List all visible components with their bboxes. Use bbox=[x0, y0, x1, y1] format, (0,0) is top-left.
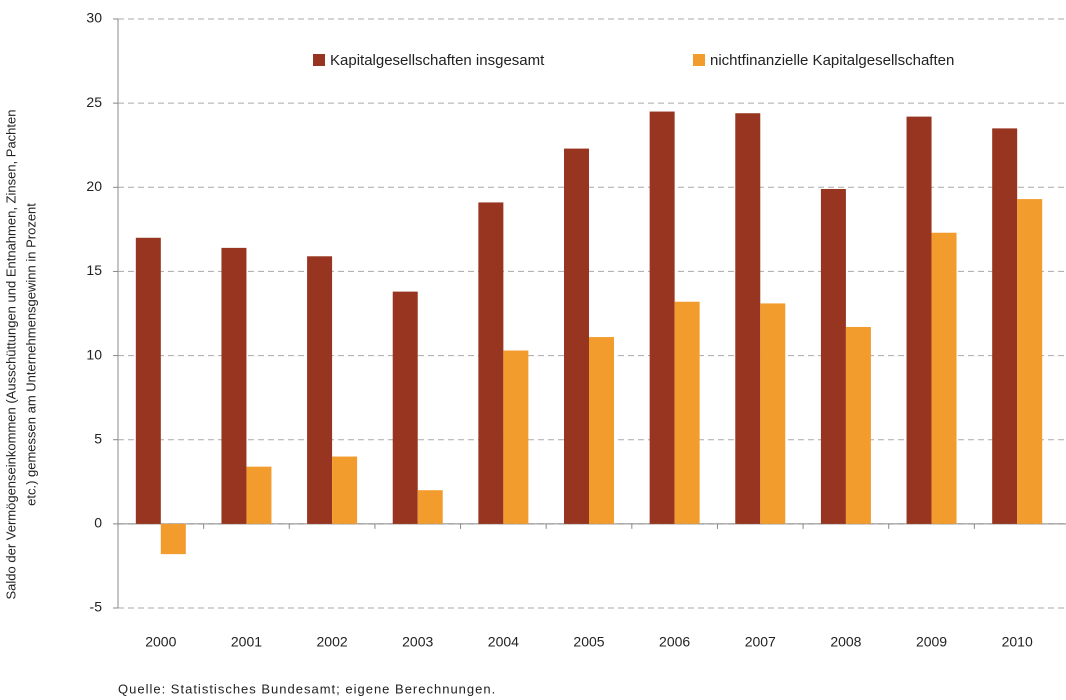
bar bbox=[392, 291, 418, 524]
y-tick-label: 25 bbox=[86, 94, 102, 110]
bar bbox=[992, 128, 1018, 524]
y-axis-title: Saldo der Vermögenseinkommen (Ausschüttu… bbox=[3, 110, 18, 600]
bar bbox=[1017, 199, 1043, 524]
x-tick-label: 2002 bbox=[317, 634, 348, 650]
y-tick-label: 30 bbox=[86, 10, 102, 26]
bar bbox=[135, 237, 161, 524]
bar bbox=[820, 188, 846, 524]
bar bbox=[931, 232, 957, 524]
bar bbox=[649, 111, 675, 524]
bar bbox=[221, 247, 247, 524]
x-tick-label: 2000 bbox=[145, 634, 176, 650]
x-tick-label: 2003 bbox=[402, 634, 433, 650]
bar bbox=[246, 466, 272, 524]
bar bbox=[478, 202, 504, 524]
bar bbox=[307, 256, 333, 524]
x-tick-label: 2004 bbox=[488, 634, 519, 650]
x-tick-label: 2007 bbox=[745, 634, 776, 650]
source: Quelle: Statistisches Bundesamt; eigene … bbox=[118, 681, 496, 696]
legend-label: Kapitalgesellschaften insgesamt bbox=[330, 52, 545, 69]
x-tick-label: 2001 bbox=[231, 634, 262, 650]
legend-swatch bbox=[313, 54, 325, 66]
legend-swatch bbox=[693, 54, 705, 66]
y-tick-label: 20 bbox=[86, 178, 102, 194]
x-tick-label: 2008 bbox=[830, 634, 861, 650]
x-tick-label: 2006 bbox=[659, 634, 690, 650]
x-tick-label: 2010 bbox=[1002, 634, 1033, 650]
x-tick-label: 2005 bbox=[573, 634, 604, 650]
bar bbox=[503, 350, 529, 524]
bar bbox=[160, 523, 186, 555]
bar bbox=[589, 337, 614, 524]
legend-label: nichtfinanzielle Kapitalgesellschaften bbox=[710, 52, 954, 69]
y-tick-label: 0 bbox=[94, 515, 102, 531]
x-tick-label: 2009 bbox=[916, 634, 947, 650]
y-tick-label: -5 bbox=[90, 599, 103, 615]
bar bbox=[845, 326, 871, 524]
bar bbox=[417, 490, 443, 524]
bar bbox=[906, 116, 932, 524]
bar bbox=[760, 303, 786, 524]
y-tick-label: 5 bbox=[94, 430, 102, 446]
bar bbox=[564, 148, 589, 524]
bar bbox=[674, 301, 700, 524]
bar bbox=[735, 113, 761, 524]
bar bbox=[332, 456, 358, 524]
y-tick-label: 15 bbox=[86, 262, 102, 278]
y-tick-label: 10 bbox=[86, 346, 102, 362]
y-axis-title: etc.) gemessen am Unternehmensgewinn in … bbox=[23, 203, 38, 506]
